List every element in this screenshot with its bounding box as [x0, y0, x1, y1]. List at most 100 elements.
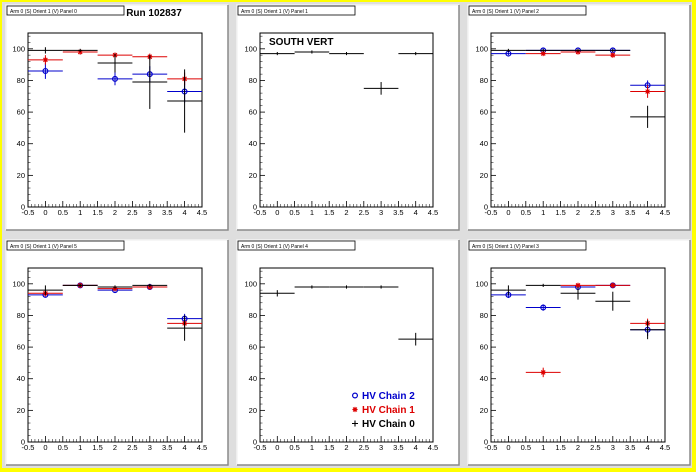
x-tick-label: 0.5: [58, 443, 68, 452]
y-tick-label: 80: [17, 311, 25, 320]
data-point: [62, 283, 98, 287]
data-point: [363, 285, 399, 289]
data-point: [398, 51, 433, 56]
panel-title: Arm 0 (S) Orient 1 (V) Panel 2: [472, 9, 539, 15]
legend-item: HV Chain 1: [352, 405, 415, 416]
data-point: [525, 283, 561, 287]
data-point: [97, 72, 133, 86]
y-tick-label: 20: [249, 171, 257, 180]
panel-title: Arm 0 (S) Orient 1 (V) Panel 3: [472, 244, 539, 250]
x-tick-label: 2.5: [590, 443, 600, 452]
y-tick-label: 0: [253, 203, 257, 212]
panel-title-box: [237, 240, 356, 251]
legend-marker-circle: [352, 392, 359, 399]
x-tick-label: 4: [646, 443, 650, 452]
x-tick-label: 1: [310, 208, 314, 217]
data-point: [260, 51, 295, 56]
x-tick-label: 1: [310, 443, 314, 452]
data-point: [363, 82, 399, 95]
series-hv-chain-1: [525, 282, 665, 378]
data-point: [28, 63, 63, 79]
x-tick-label: -0.5: [22, 208, 35, 217]
x-tick-label: 3.5: [625, 208, 635, 217]
point-marker: [645, 88, 651, 95]
pad-bevel-light: [5, 4, 228, 230]
panel-title: Arm 0 (S) Orient 1 (V) Panel 5: [10, 244, 77, 250]
legend-marker-plus: [352, 420, 358, 427]
panel-6: Arm 0 (S) Orient 1 (V) Panel 3-0.5 0 0.5 1 1…: [467, 239, 691, 466]
panel-title: Arm 0 (S) Orient 1 (V) Panel 4: [241, 244, 308, 250]
y-tick-label: 100: [475, 44, 488, 53]
legend: HV Chain 2 HV Chain 1 HV Chain 0: [352, 391, 415, 430]
y-tick-label: 100: [12, 44, 25, 53]
data-point: [525, 48, 561, 52]
data-point: [329, 51, 364, 56]
x-tick-label: -0.5: [22, 443, 35, 452]
x-tick-label: 0.5: [521, 443, 531, 452]
pad-bevel-light: [467, 239, 690, 465]
x-tick-label: 0: [43, 208, 47, 217]
x-tick-label: 0.5: [58, 208, 68, 217]
y-tick-label: 60: [249, 343, 257, 352]
y-tick-label: 40: [480, 374, 488, 383]
data-point: [525, 304, 561, 311]
point-marker: [42, 67, 49, 74]
run-label: Run 102837: [126, 8, 182, 19]
data-point: [595, 282, 631, 288]
x-tick-label: 0: [43, 443, 47, 452]
data-point: [595, 48, 631, 52]
panel-title: Arm 0 (S) Orient 1 (V) Panel 0: [10, 9, 77, 15]
plot-frame: [259, 32, 434, 208]
pad-bevel-dark: [468, 240, 691, 466]
x-tick-label: 4.5: [660, 443, 670, 452]
panel-title-box: [237, 5, 356, 16]
x-tick-label: 1: [541, 443, 545, 452]
series-hv-chain-0: [28, 47, 202, 133]
legend-item: HV Chain 2: [352, 391, 415, 402]
y-tick-label: 100: [12, 279, 25, 288]
pad-bevel-dark: [237, 5, 460, 231]
point-marker: [112, 285, 118, 292]
point-marker: [540, 50, 546, 57]
x-tick-label: -0.5: [254, 443, 267, 452]
data-point: [525, 50, 561, 57]
y-tick-label: 0: [21, 203, 25, 212]
series-hv-chain-0: [491, 48, 665, 128]
data-point: [560, 286, 596, 300]
data-point: [398, 332, 433, 346]
y-tick-label: 60: [480, 343, 488, 352]
x-tick-label: 1: [78, 443, 82, 452]
x-tick-label: 1.5: [324, 443, 334, 452]
data-point: [132, 55, 168, 109]
y-tick-label: 20: [17, 406, 25, 415]
x-tick-label: 3: [148, 208, 152, 217]
y-tick-label: 100: [475, 279, 488, 288]
point-marker: [42, 57, 48, 63]
x-tick-label: 3: [611, 443, 615, 452]
y-tick-label: 60: [249, 108, 257, 117]
x-tick-label: 3: [148, 443, 152, 452]
pad-bevel-dark: [237, 240, 460, 466]
panel-title-box: [6, 5, 125, 16]
x-tick-label: 1: [541, 208, 545, 217]
y-tick-label: 20: [17, 171, 25, 180]
y-tick-label: 40: [17, 374, 25, 383]
x-tick-label: 3.5: [393, 208, 403, 217]
legend-label: HV Chain 0: [362, 419, 415, 430]
y-tick-label: 100: [244, 44, 257, 53]
point-marker: [610, 52, 616, 58]
panel-title: Arm 0 (S) Orient 1 (V) Panel 1: [241, 9, 308, 15]
panel-5: Arm 0 (S) Orient 1 (V) Panel 4-0.5 0 0.5 1 1…: [236, 239, 460, 466]
point-marker: [111, 75, 118, 82]
x-tick-label: 2: [576, 208, 580, 217]
data-point: [491, 48, 526, 52]
plot-frame: [259, 267, 434, 443]
x-tick-label: 1.5: [324, 208, 334, 217]
y-tick-label: 0: [21, 438, 25, 447]
data-point: [595, 52, 631, 58]
data-point: [630, 320, 665, 340]
x-tick-label: 0: [506, 443, 510, 452]
x-tick-label: 2: [344, 443, 348, 452]
x-tick-label: 3.5: [162, 443, 172, 452]
series-hv-chain-0: [491, 283, 665, 340]
